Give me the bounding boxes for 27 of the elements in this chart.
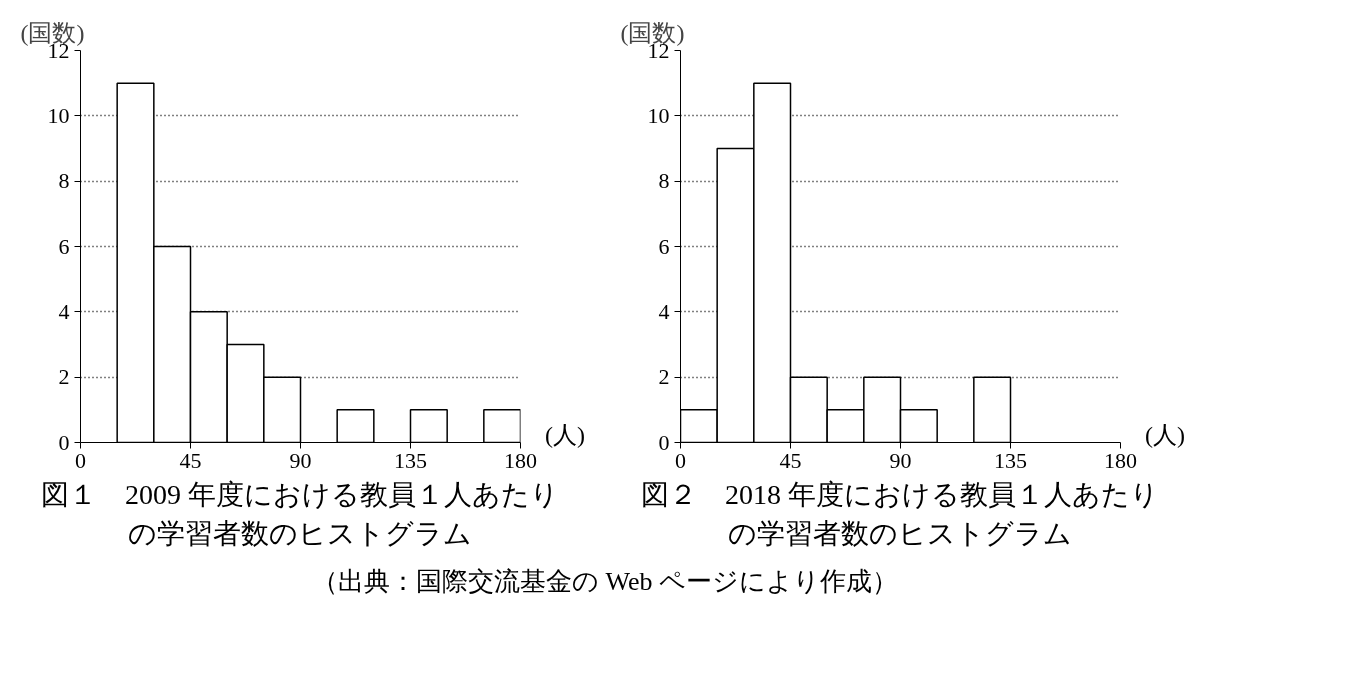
x-tick-label: 180 <box>504 447 537 473</box>
x-tick-label: 180 <box>1104 447 1137 473</box>
y-tick-label: 8 <box>58 168 70 194</box>
x-tick-label: 0 <box>75 447 86 473</box>
y-tick-label: 2 <box>658 364 670 390</box>
x-axis-title: (人) <box>545 421 585 450</box>
x-tick-label: 0 <box>675 447 686 473</box>
y-tick-label: 6 <box>658 233 670 259</box>
y-tick-label: 6 <box>58 233 70 259</box>
x-tick-label: 45 <box>779 447 802 473</box>
x-tick-label: 45 <box>179 447 202 473</box>
y-tick-label: 0 <box>658 429 670 455</box>
y-tick-label: 8 <box>658 168 670 194</box>
text: （出典：国際交流基金の Web ページにより作成） <box>312 566 898 599</box>
x-tick-label: 90 <box>289 447 312 473</box>
text: 図２ 2018 年度における教員１人あたりの学習者数のヒストグラム <box>640 478 1160 552</box>
x-tick-label: 135 <box>994 447 1027 473</box>
text: 図１ 2009 年度における教員１人あたりの学習者数のヒストグラム <box>40 478 560 552</box>
x-tick-label: 90 <box>889 447 912 473</box>
y-tick-label: 0 <box>58 429 70 455</box>
x-tick-label: 135 <box>394 447 427 473</box>
x-axis-title: (人) <box>1145 421 1185 450</box>
y-tick-label: 10 <box>647 102 670 128</box>
y-tick-label: 2 <box>58 364 70 390</box>
y-tick-label: 4 <box>658 298 670 324</box>
y-tick-label: 10 <box>47 102 70 128</box>
y-tick-label: 4 <box>58 298 70 324</box>
